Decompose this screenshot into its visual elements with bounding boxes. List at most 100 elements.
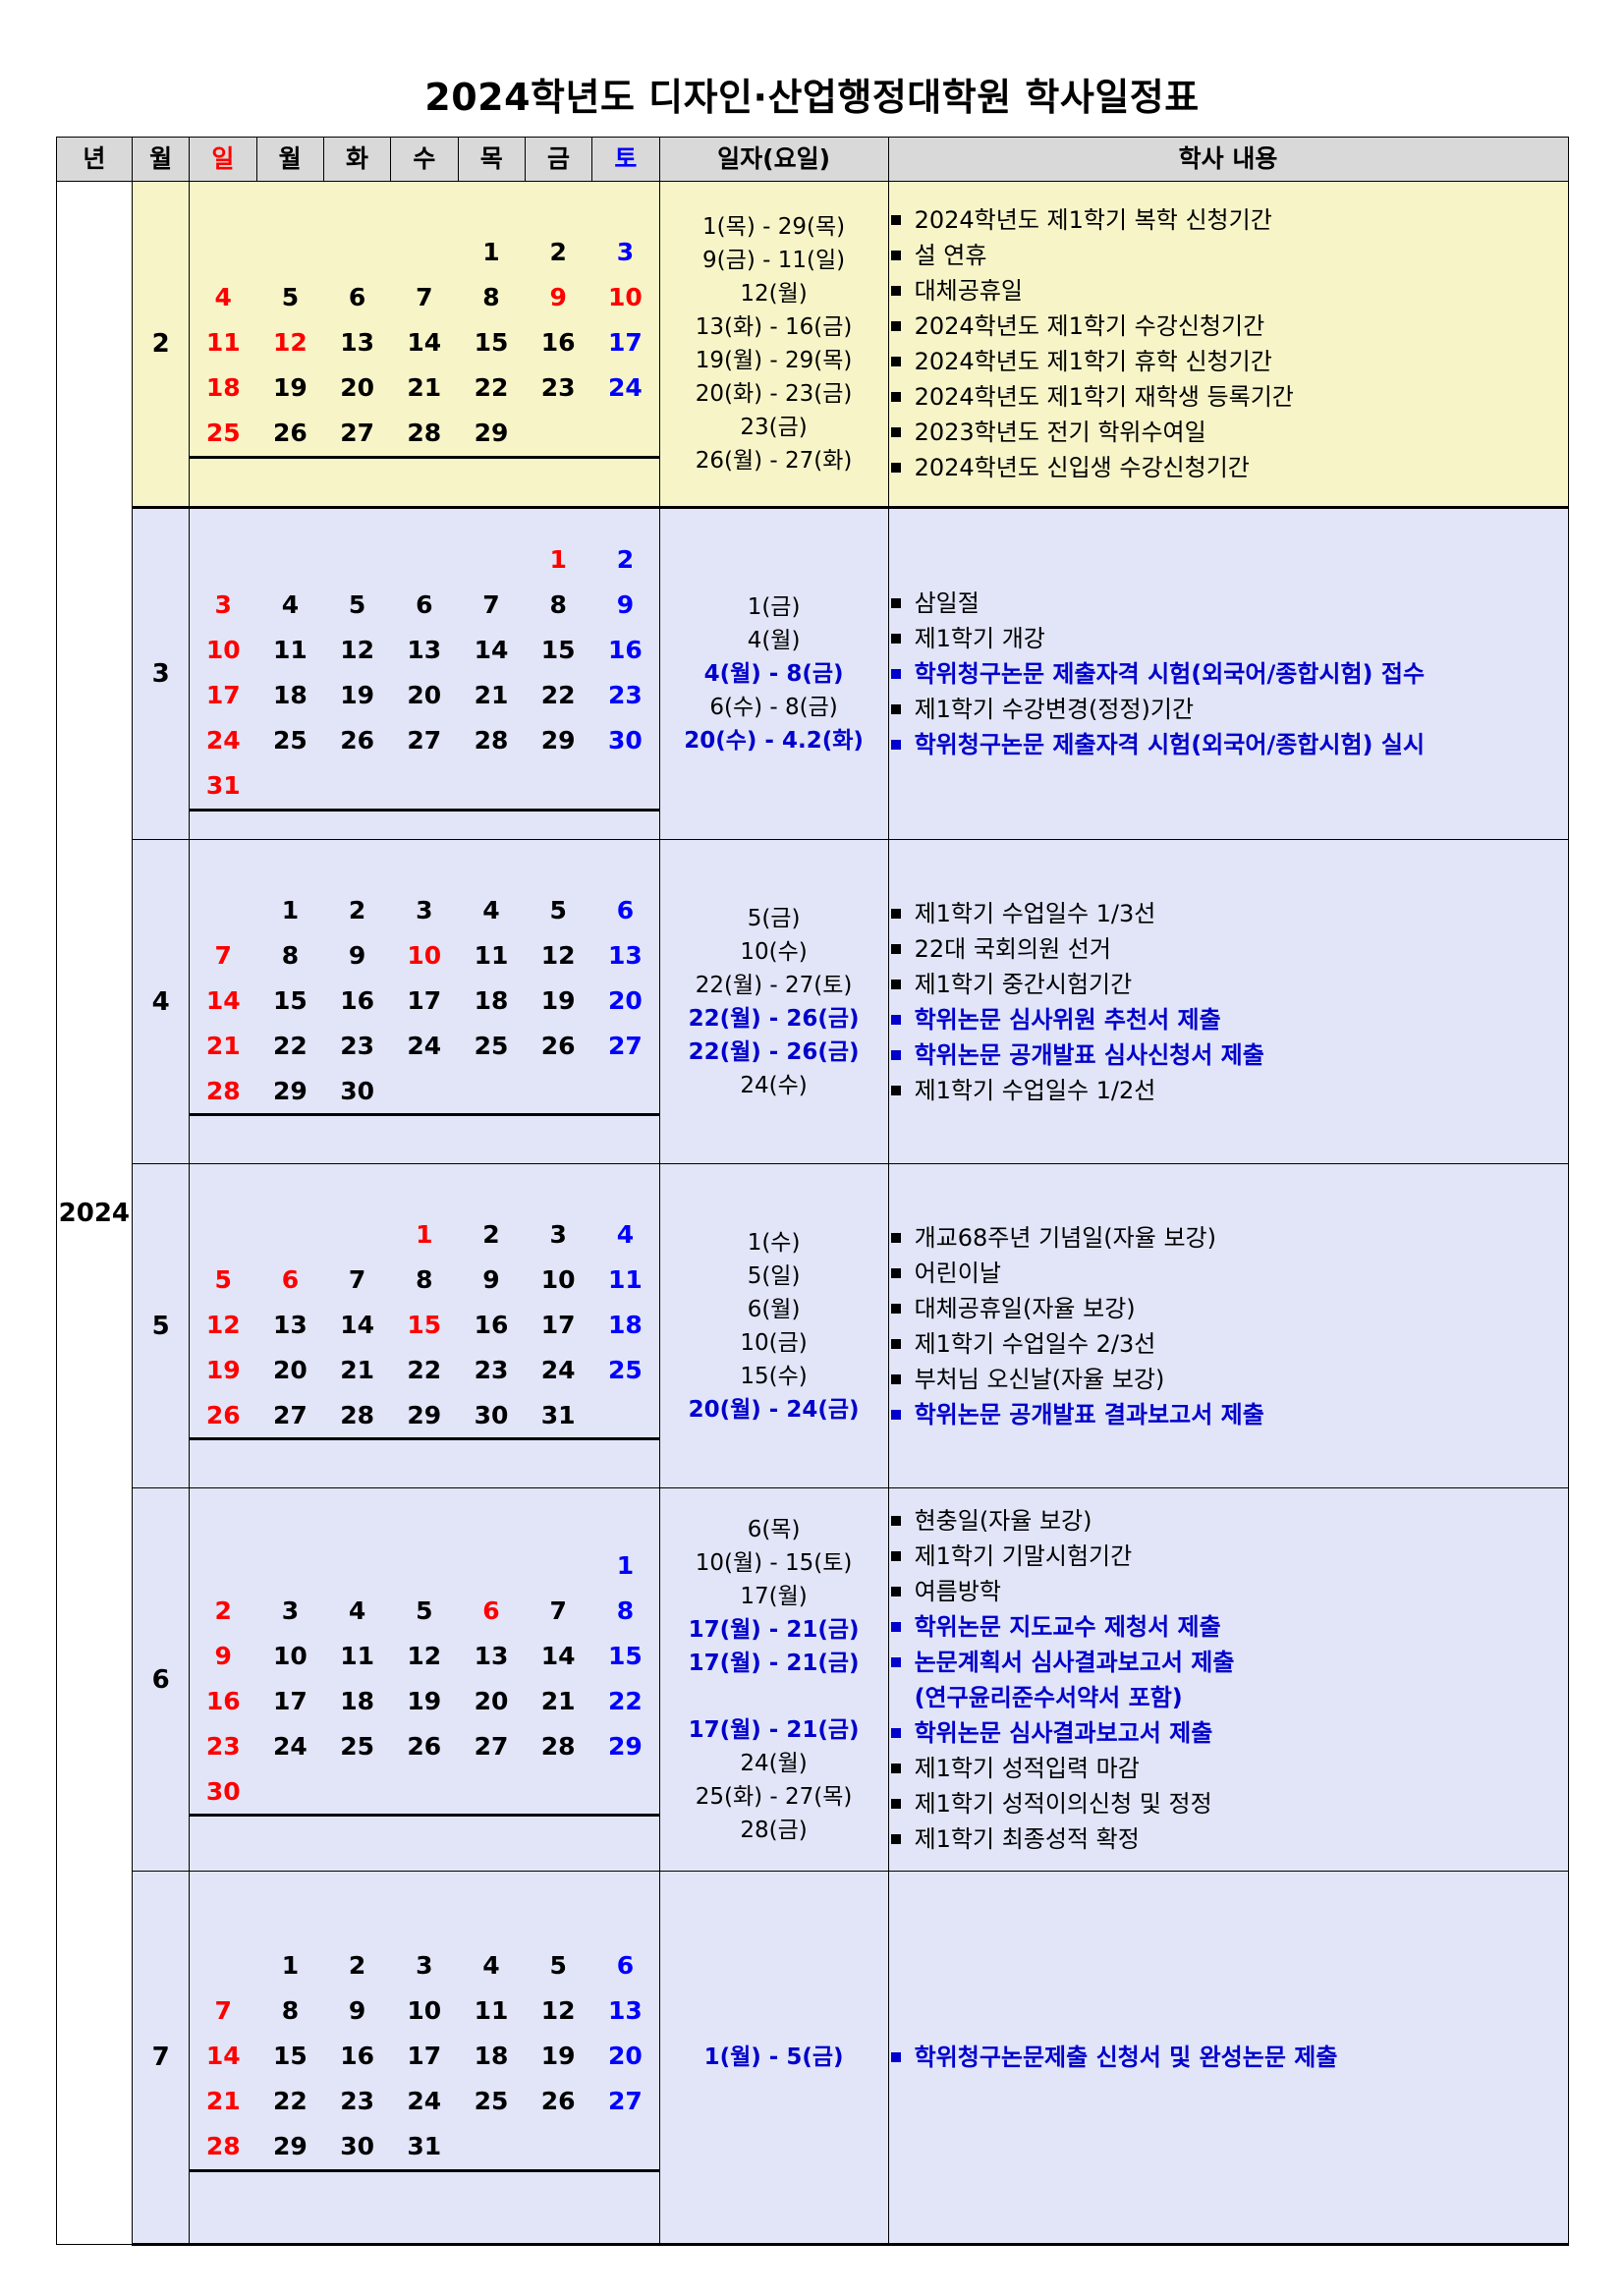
bullet-icon [890, 1303, 901, 1314]
event-entry: 학위청구논문제출 신청서 및 완성논문 제출 [889, 2040, 1568, 2075]
event-entry: 여름방학 [889, 1574, 1568, 1609]
day-cell: 18 [457, 978, 526, 1023]
bullet-icon [890, 2052, 901, 2062]
day-cell: 21 [190, 1023, 257, 1068]
day-cell: 28 [323, 1392, 391, 1440]
date-entry: 17(월) - 21(금) [688, 1650, 860, 1676]
day-cell: 29 [390, 1392, 458, 1440]
date-entry: 20(월) - 24(금) [688, 1396, 860, 1423]
day-cell: 29 [457, 410, 526, 459]
event-entry: 대체공휴일 [889, 273, 1568, 308]
day-cell: 17 [190, 672, 257, 718]
day-cell: 24 [190, 717, 257, 763]
day-cell: 12 [525, 1988, 592, 2034]
bullet-icon [890, 251, 901, 260]
day-cell: 25 [256, 717, 324, 763]
date-entry: 6(월) [747, 1296, 801, 1322]
date-entry: 6(목) [747, 1516, 801, 1542]
day-cell: 27 [323, 410, 391, 459]
day-cell: 1 [256, 887, 324, 932]
week-row: 14 15 16 17 18 19 20 [190, 2033, 659, 2079]
day-cell-empty [457, 536, 526, 583]
bullet-icon [890, 1085, 901, 1095]
day-cell: 5 [190, 1257, 257, 1302]
bullet-icon [890, 1267, 901, 1278]
week-row: 25 26 27 28 29 [190, 410, 659, 459]
header-date-column: 일자(요일) [658, 137, 889, 182]
day-cell: 23 [190, 1723, 257, 1768]
week-row: 31 [190, 762, 659, 812]
day-cell: 9 [190, 1633, 257, 1678]
event-text: 제1학기 수업일수 2/3선 [914, 1329, 1156, 1358]
day-cell-empty [390, 762, 458, 812]
day-cell: 31 [390, 2123, 458, 2172]
day-grid-6: 1 2 3 4 5 6 7 8 9 10 11 12 13 14 15 16 17 18 19 20 21 22 23 24 2… [189, 1487, 660, 1872]
day-cell-empty [190, 1211, 257, 1257]
event-text: 부처님 오신날(자율 보강) [914, 1365, 1165, 1393]
day-cell: 27 [256, 1392, 324, 1440]
event-text: 2023학년도 전기 학위수여일 [914, 419, 1206, 446]
day-cell-empty [525, 410, 592, 459]
event-entry: 제1학기 성적이의신청 및 정정 [889, 1786, 1568, 1821]
day-cell: 8 [525, 582, 592, 628]
day-cell: 10 [591, 274, 659, 320]
day-cell: 6 [591, 1942, 659, 1988]
day-cell: 15 [390, 1302, 458, 1347]
day-cell: 12 [323, 627, 391, 673]
day-cell: 6 [323, 274, 391, 320]
week-row: 21 22 23 24 25 26 27 [190, 2078, 659, 2124]
bullet-icon [890, 1727, 901, 1738]
day-cell: 14 [390, 319, 458, 365]
header-content-column: 학사 내용 [887, 137, 1569, 182]
day-cell: 30 [323, 1068, 391, 1116]
day-cell: 30 [591, 717, 659, 763]
day-cell-empty [591, 1392, 659, 1440]
event-entry: 삼일절 [889, 586, 1568, 621]
bullet-icon [890, 1833, 901, 1844]
bullet-icon [890, 1338, 901, 1349]
day-cell: 21 [190, 2078, 257, 2124]
month-number-6: 6 [132, 1487, 191, 1872]
day-cell: 23 [591, 672, 659, 718]
event-entry: 논문계획서 심사결과보고서 제출 [889, 1645, 1568, 1680]
event-text: 2024학년도 제1학기 수강신청기간 [914, 312, 1265, 340]
day-cell: 22 [591, 1678, 659, 1723]
bullet-icon [890, 1798, 901, 1809]
day-cell: 21 [390, 364, 458, 411]
day-cell: 26 [525, 2078, 592, 2124]
event-entry: 학위논문 지도교수 제청서 제출 [889, 1609, 1568, 1645]
day-cell: 5 [390, 1588, 458, 1633]
day-cell-empty [323, 762, 391, 812]
day-cell: 10 [390, 932, 458, 978]
day-cell: 29 [591, 1723, 659, 1768]
week-row: 21 22 23 24 25 26 27 [190, 1023, 659, 1068]
day-cell: 20 [591, 2033, 659, 2079]
event-text: 학위청구논문 제출자격 시험(외국어/종합시험) 접수 [914, 660, 1426, 688]
date-entry: 25(화) - 27(목) [695, 1783, 853, 1810]
bullet-icon [890, 908, 901, 919]
day-cell: 4 [256, 582, 324, 628]
bullet-icon [890, 634, 901, 644]
day-cell: 13 [323, 319, 391, 365]
day-cell: 25 [323, 1723, 391, 1768]
event-entry: 제1학기 중간시험기간 [889, 967, 1568, 1002]
day-cell-empty [190, 229, 257, 275]
bullet-icon [890, 286, 901, 296]
day-grid-3: 1 2 3 4 5 6 7 8 9 10 11 12 13 14 15 16 17 18 19 20 21 22 23 24 2… [189, 506, 660, 840]
day-cell: 13 [256, 1302, 324, 1347]
day-cell: 2 [591, 536, 659, 583]
day-cell: 28 [390, 410, 458, 459]
event-text: 여름방학 [914, 1577, 1001, 1605]
day-cell: 19 [323, 672, 391, 718]
date-list-2: 1(목) - 29(목) 9(금) - 11(일) 12(월) 13(화) - 16(… [658, 181, 889, 508]
day-cell: 24 [390, 2078, 458, 2124]
day-cell: 12 [256, 319, 324, 365]
day-cell: 29 [256, 1068, 324, 1116]
event-entry: 22대 국회의원 선거 [889, 931, 1568, 967]
event-text: 어린이날 [914, 1259, 1001, 1287]
header-month: 월 [132, 137, 191, 182]
day-cell: 10 [390, 1988, 458, 2034]
day-cell: 8 [390, 1257, 458, 1302]
